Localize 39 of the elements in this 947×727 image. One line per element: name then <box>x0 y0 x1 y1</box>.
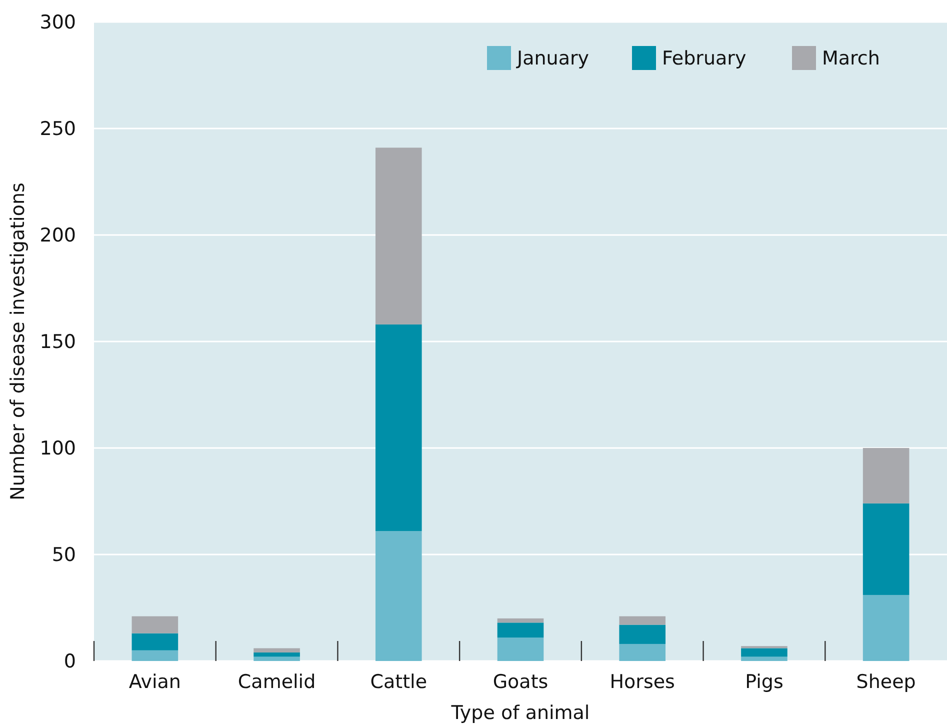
x-tick-label: Sheep <box>856 671 916 693</box>
bar <box>132 650 178 661</box>
bar <box>862 594 910 661</box>
bar <box>254 656 300 661</box>
bar <box>741 648 788 657</box>
y-tick-label: 50 <box>52 544 76 566</box>
x-tick-label: Horses <box>610 671 675 693</box>
bar <box>497 622 544 638</box>
y-tick-label: 200 <box>40 224 76 247</box>
legend-label: March <box>822 48 880 70</box>
x-tick-label: Avian <box>128 671 181 693</box>
bar <box>862 448 910 504</box>
y-tick-label: 0 <box>64 650 76 673</box>
bar <box>254 648 300 652</box>
bar <box>375 148 422 324</box>
bar <box>619 644 666 661</box>
bar <box>619 624 666 644</box>
bar <box>375 324 422 532</box>
bar <box>132 616 178 634</box>
bar <box>132 633 178 650</box>
y-tick-label: 300 <box>40 12 76 34</box>
bar <box>497 618 544 623</box>
x-tick-label: Goats <box>492 671 548 693</box>
x-axis-title: Type of animal <box>450 702 590 724</box>
y-tick-label: 100 <box>40 438 76 460</box>
x-tick-label: Cattle <box>370 671 428 693</box>
bar <box>375 531 422 661</box>
y-tick-label: 250 <box>40 118 76 140</box>
legend-label: January <box>516 48 590 70</box>
y-axis-title: Number of disease investigations <box>7 182 29 500</box>
legend-label: February <box>662 48 746 70</box>
bar <box>862 503 910 595</box>
y-tick-label: 150 <box>40 331 76 354</box>
bar <box>619 616 666 625</box>
bar <box>741 656 788 661</box>
bar <box>254 652 300 657</box>
x-tick-label: Pigs <box>745 671 784 693</box>
bar <box>497 638 544 661</box>
x-tick-label: Camelid <box>238 671 316 693</box>
